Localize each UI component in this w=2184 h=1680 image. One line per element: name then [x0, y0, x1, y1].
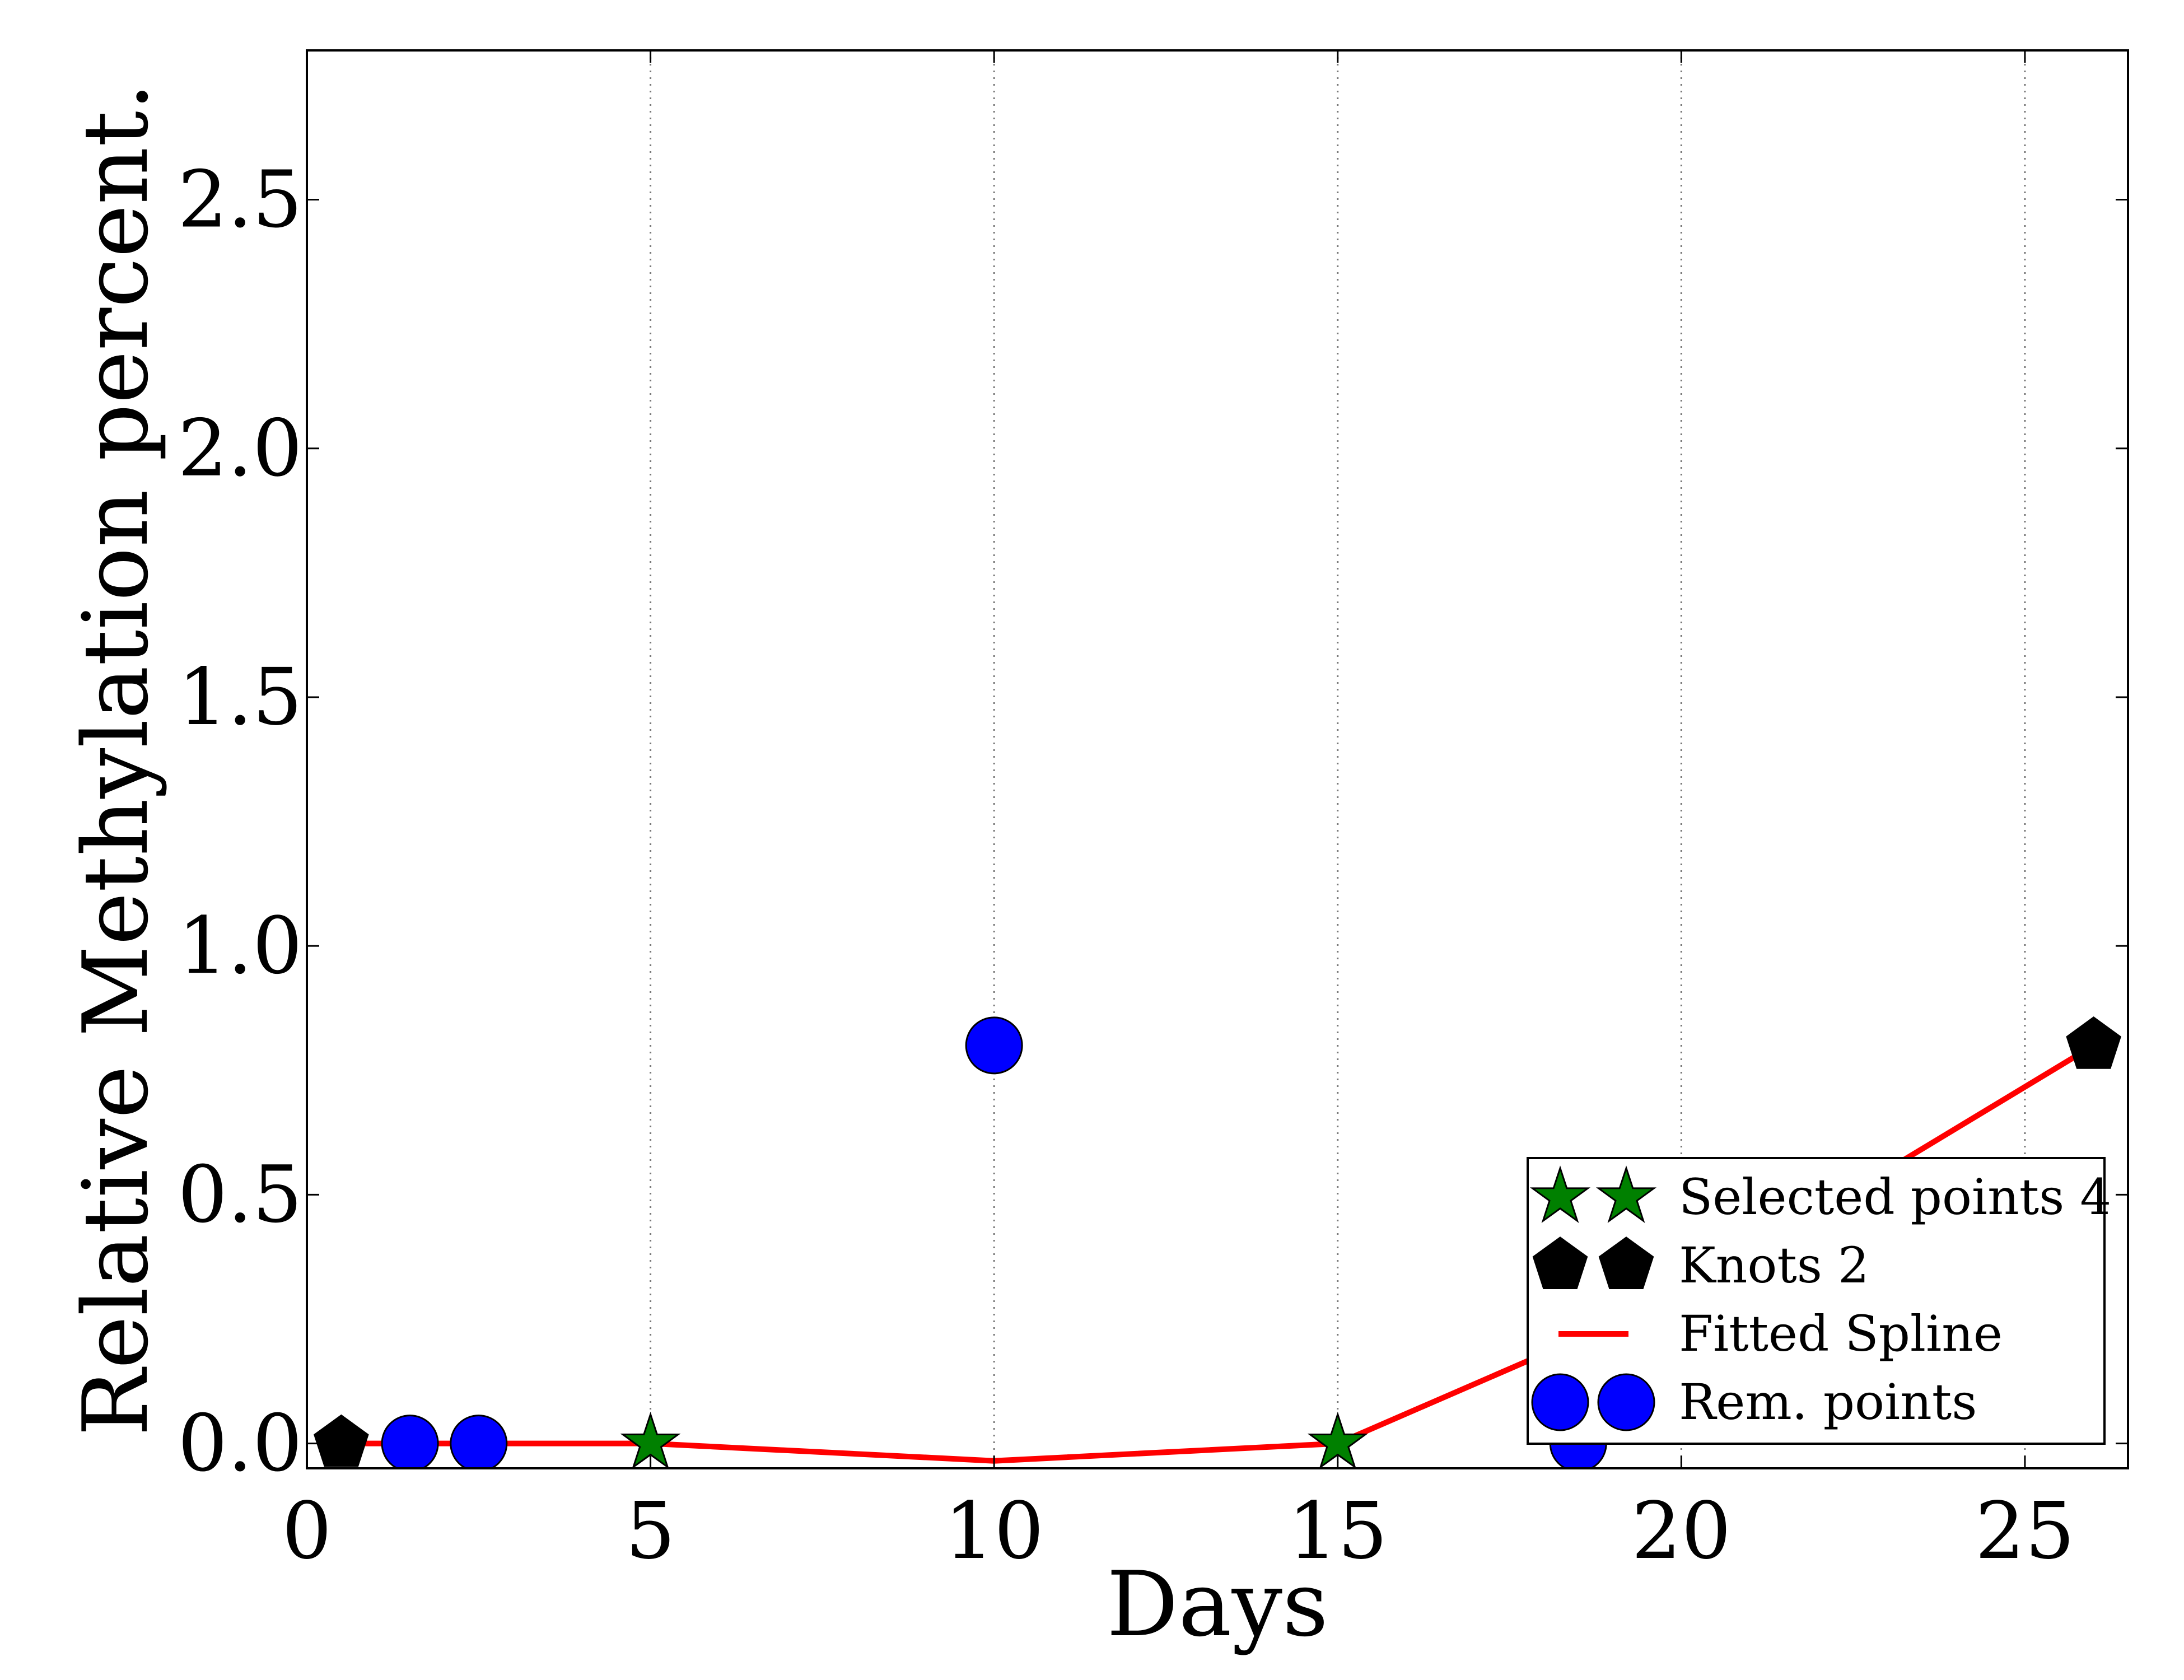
- knot-point: [314, 1414, 369, 1467]
- legend-label: Selected points 4: [1679, 1168, 2111, 1226]
- x-tick-label: 15: [1288, 1486, 1388, 1577]
- selected-point: [1307, 1411, 1368, 1468]
- selected-point: [620, 1411, 681, 1468]
- y-tick-label: 1.5: [178, 652, 302, 743]
- legend-star-marker: [1595, 1165, 1657, 1223]
- legend: Selected points 4 Knots 2 Fitted Spline Rem…: [1527, 1157, 2111, 1445]
- x-tick-label: 0: [282, 1486, 332, 1577]
- removed-point: [965, 1016, 1023, 1075]
- y-tick-label: 2.5: [178, 155, 302, 246]
- legend-pentagon-marker: [1598, 1236, 1654, 1289]
- grid-lines: [650, 50, 2026, 1468]
- x-tick-label: 25: [1975, 1486, 2075, 1577]
- y-tick-label: 0.0: [178, 1398, 302, 1490]
- legend-label: Knots 2: [1679, 1236, 1869, 1294]
- x-axis-title: Days: [1107, 1552, 1328, 1656]
- legend-circle-marker: [1597, 1373, 1655, 1431]
- legend-pentagon-marker: [1532, 1236, 1588, 1289]
- legend-label: Fitted Spline: [1679, 1305, 2003, 1362]
- x-tick-label: 20: [1631, 1486, 1731, 1577]
- x-tick-label: 5: [626, 1486, 675, 1577]
- removed-point: [450, 1415, 508, 1468]
- y-tick-label: 0.5: [178, 1149, 302, 1240]
- x-tick-label: 10: [944, 1486, 1044, 1577]
- legend-circle-marker: [1531, 1373, 1589, 1431]
- y-tick-label: 2.0: [178, 403, 302, 494]
- knot-point: [2066, 1016, 2121, 1069]
- legend-star-marker: [1529, 1165, 1591, 1223]
- removed-point: [381, 1415, 439, 1468]
- axis-ticks: 0 5 10 15 20 25 0.0 0.5 1.0 1.5 2.0 2.5: [178, 50, 2128, 1577]
- y-tick-label: 1.0: [178, 900, 302, 992]
- plot-frame: [306, 49, 2129, 1469]
- y-axis-title: Relative Methylation percent.: [63, 82, 168, 1436]
- legend-label: Rem. points: [1679, 1373, 1977, 1431]
